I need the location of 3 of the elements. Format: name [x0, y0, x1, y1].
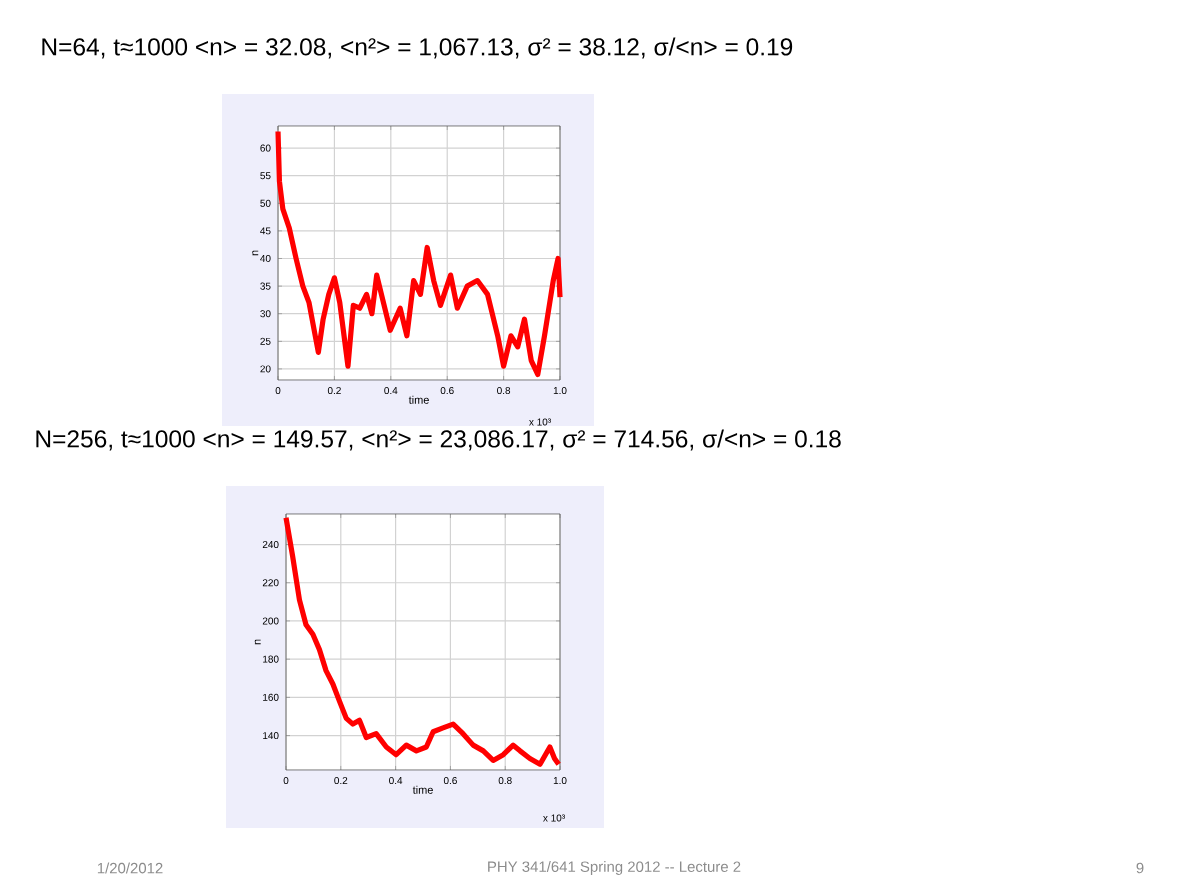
line-series	[283, 515, 562, 767]
chart-title: N=256, t≈1000 <n> = 149.57, <n²> = 23,086.17, σ² = 714.56, σ/<n> = 0.18	[36, 429, 841, 451]
chart-title: N=64, t≈1000 <n> = 32.08, <n²> = 1,067.13, σ² = 38.12, σ/<n> = 0.19	[42, 37, 793, 59]
